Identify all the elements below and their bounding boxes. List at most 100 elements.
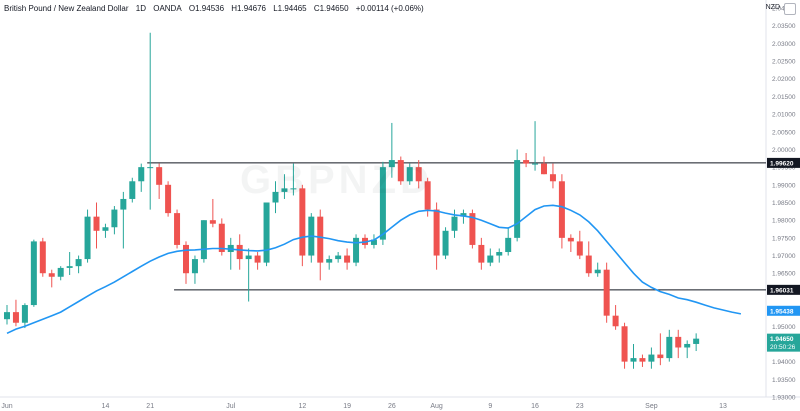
x-tick-label: Aug [430, 403, 443, 410]
candle-body [102, 227, 109, 231]
y-tick-label: 1.97000 [772, 253, 796, 260]
x-tick-label: 26 [388, 403, 396, 410]
level-tag [767, 284, 800, 295]
y-tick-label: 2.04000 [772, 6, 796, 13]
candle-body [21, 305, 28, 323]
candle-body [370, 239, 377, 245]
settings-box-icon[interactable] [784, 3, 796, 15]
candle-body [191, 259, 198, 274]
candle-body [576, 241, 583, 256]
candle-body [558, 181, 565, 238]
currency-label: NZD [765, 4, 780, 11]
interval-label: 1D [135, 4, 146, 13]
candle-body [75, 259, 82, 267]
y-tick-label: 2.02500 [772, 59, 796, 66]
candle-body [648, 354, 655, 362]
y-tick-label: 1.94000 [772, 359, 796, 366]
y-tick-label: 2.00000 [772, 147, 796, 154]
last-price-tag [767, 333, 800, 352]
candle-body [183, 244, 189, 274]
candle-body [326, 259, 333, 263]
price-axis[interactable]: 2.04000 2.03500 2.03000 2.02500 2.02000 2.015… [772, 6, 796, 402]
candle-body [272, 191, 279, 203]
moving-average-series [6, 204, 742, 335]
candle-body [630, 358, 637, 362]
candle-body [523, 160, 530, 164]
time-axis[interactable]: Jun 14 21 Jul 12 19 26 Aug 9 16 23 Sep 13 [1, 403, 727, 410]
candle-body [549, 174, 556, 182]
candle-body [200, 220, 207, 260]
close-value: C1.94650 [313, 4, 349, 13]
candle-body [612, 315, 619, 327]
bar-countdown-label: 20:50:26 [770, 344, 796, 351]
change-value: +0.00114 (+0.06%) [355, 4, 424, 13]
x-tick-label: 21 [146, 403, 154, 410]
symbol-watermark: GBPNZD [240, 158, 433, 203]
candle-body [156, 167, 163, 185]
y-tick-label: 2.03000 [772, 41, 796, 48]
candle-body [621, 326, 628, 362]
candle-body [415, 167, 422, 182]
candle-body [693, 338, 700, 344]
candle-body [567, 237, 574, 242]
open-value: O1.94536 [188, 4, 225, 13]
candle-body [129, 181, 136, 199]
candle-body [218, 223, 225, 253]
candle-body [254, 255, 261, 263]
candle-body [147, 167, 154, 169]
level-tag-label: 1.99620 [770, 160, 794, 167]
x-tick-label: 23 [576, 403, 584, 410]
candle-body [353, 237, 360, 263]
ma-line [6, 204, 742, 335]
candle-body [406, 167, 413, 182]
x-tick-label: 14 [102, 403, 110, 410]
ma-price-label: 1.95438 [770, 308, 794, 315]
candle-body [344, 255, 351, 263]
last-price-label: 1.94650 [770, 336, 794, 343]
candle-body [57, 267, 64, 277]
candle-body [433, 209, 440, 256]
candle-body [12, 312, 19, 323]
x-tick-label: 9 [488, 403, 492, 410]
candle-body [4, 312, 10, 320]
candle-body [379, 167, 386, 240]
candle-body [442, 230, 449, 256]
level-tag-label: 1.96031 [770, 287, 794, 294]
candle-body [397, 160, 404, 182]
chart-legend-header: British Pound / New Zealand Dollar 1D OA… [4, 4, 429, 13]
y-tick-label: 1.93500 [772, 377, 796, 384]
x-tick-label: Jun [1, 403, 12, 410]
candle-body [290, 188, 297, 190]
level-tag [767, 157, 800, 168]
broker-label: OANDA [153, 4, 182, 13]
candle-body [66, 266, 73, 268]
candle-body [120, 198, 127, 210]
candle-body [594, 269, 601, 274]
candle-body [174, 213, 181, 245]
candle-body [505, 237, 512, 253]
candle-body [451, 216, 458, 231]
candle-body [532, 163, 539, 165]
candle-body [263, 202, 270, 263]
candle-body [460, 213, 467, 217]
y-tick-label: 2.02000 [772, 76, 796, 83]
candle-body [639, 358, 646, 362]
y-tick-label: 2.03500 [772, 23, 796, 30]
candle-body [39, 241, 46, 274]
y-tick-label: 1.98000 [772, 218, 796, 225]
y-tick-label: 1.96500 [772, 271, 796, 278]
y-tick-label: 2.01000 [772, 112, 796, 119]
candle-body [585, 255, 592, 274]
y-tick-label: 1.95000 [772, 324, 796, 331]
candle-body [84, 216, 91, 260]
candle-body [93, 216, 100, 231]
candle-body [666, 336, 673, 359]
candle-body [138, 167, 145, 182]
candle-body [388, 160, 395, 168]
candle-body [165, 184, 172, 214]
candle-body [541, 163, 547, 175]
y-tick-label: 1.99500 [772, 165, 796, 172]
candle-body [487, 255, 494, 263]
